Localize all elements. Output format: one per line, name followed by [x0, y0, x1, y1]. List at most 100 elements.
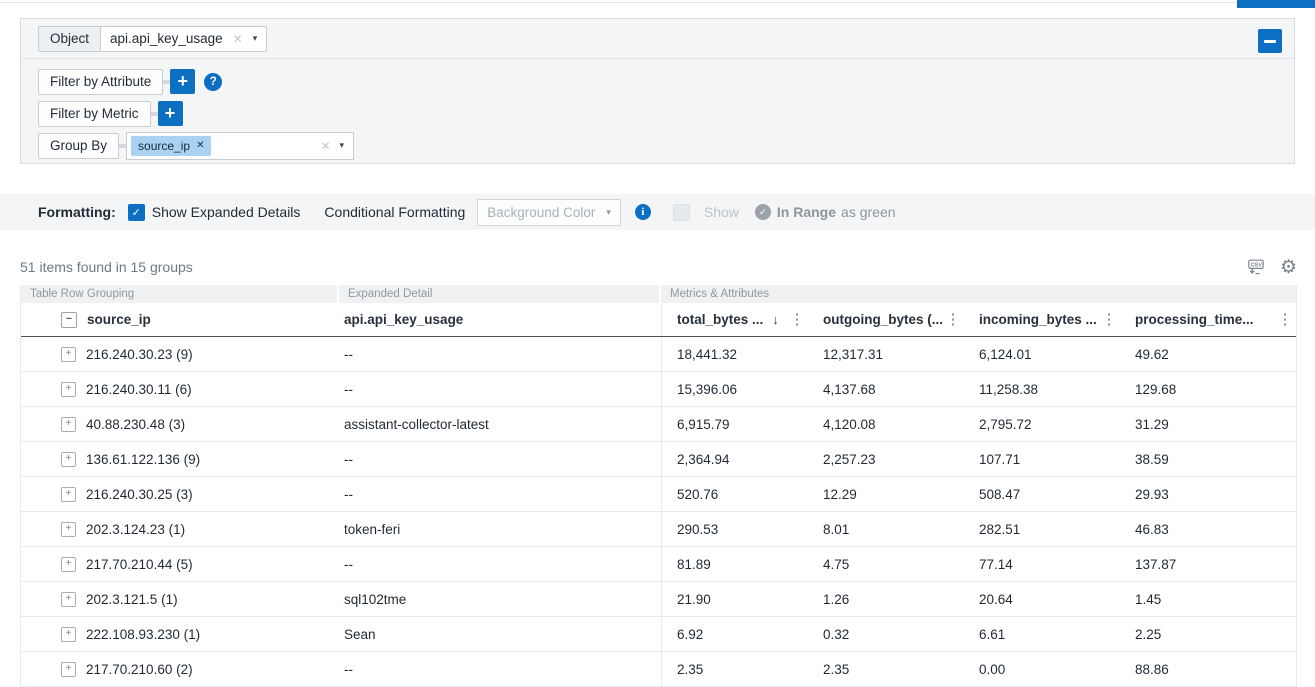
incoming-bytes-value: 2,795.72	[979, 416, 1032, 432]
show-expanded-details-checkbox[interactable]: ✓	[127, 203, 145, 221]
total-bytes-value: 6,915.79	[661, 407, 808, 441]
add-metric-filter-button[interactable]: +	[157, 101, 183, 126]
filter-by-metric-label: Filter by Metric	[38, 100, 151, 127]
table-row: + 216.240.30.11 (6) -- 15,396.06 4,137.6…	[21, 372, 1296, 407]
expand-row-icon[interactable]: +	[61, 591, 76, 607]
expand-row-icon[interactable]: +	[61, 661, 76, 677]
column-menu-icon[interactable]	[1107, 311, 1112, 328]
in-range-label: In Range	[776, 204, 837, 220]
column-header-processing-time[interactable]: processing_time...	[1135, 312, 1254, 327]
total-bytes-value: 6.92	[661, 617, 808, 651]
background-color-select[interactable]: Background Color ▾	[477, 198, 621, 226]
incoming-bytes-value: 508.47	[979, 486, 1021, 502]
expanded-detail-value: --	[344, 451, 353, 467]
expanded-detail-value: sql102tme	[344, 591, 407, 607]
table-row: + 202.3.124.23 (1) token-feri 290.53 8.0…	[21, 512, 1296, 547]
outgoing-bytes-value: 2,257.23	[823, 451, 876, 467]
group-by-tag[interactable]: source_ip ✕	[131, 135, 212, 156]
info-icon[interactable]: i	[634, 204, 651, 220]
top-toolbar-button-fragment[interactable]	[1237, 0, 1315, 8]
expand-row-icon[interactable]: +	[61, 381, 76, 397]
clear-object-icon[interactable]: ✕	[232, 31, 243, 46]
processing-time-value: 137.87	[1135, 556, 1177, 572]
processing-time-value: 46.83	[1135, 521, 1169, 537]
help-icon[interactable]: ?	[204, 72, 223, 91]
column-menu-icon[interactable]	[795, 311, 800, 328]
column-header-api-key-usage[interactable]: api.api_key_usage	[344, 312, 464, 327]
expanded-detail-value: --	[344, 661, 353, 677]
outgoing-bytes-value: 4,137.68	[823, 381, 876, 397]
group-value[interactable]: 40.88.230.48 (3)	[86, 416, 186, 432]
total-bytes-value: 15,396.06	[661, 372, 808, 406]
expand-row-icon[interactable]: +	[61, 486, 76, 502]
column-header-outgoing-bytes[interactable]: outgoing_bytes (...	[823, 312, 943, 327]
remove-tag-icon[interactable]: ✕	[196, 140, 205, 151]
group-value[interactable]: 202.3.121.5 (1)	[86, 591, 178, 607]
incoming-bytes-value: 20.64	[979, 591, 1013, 607]
clear-group-by-icon[interactable]: ✕	[320, 138, 331, 153]
processing-time-value: 129.68	[1135, 381, 1177, 397]
sort-descending-icon[interactable]: ↓	[772, 312, 779, 327]
table-row: + 40.88.230.48 (3) assistant-collector-l…	[21, 407, 1296, 442]
column-menu-icon[interactable]	[1283, 311, 1288, 328]
expand-row-icon[interactable]: +	[61, 451, 76, 467]
group-value[interactable]: 217.70.210.60 (2)	[86, 661, 193, 677]
group-by-select[interactable]: source_ip ✕ ✕ ▾	[126, 131, 355, 160]
show-expanded-details-label[interactable]: Show Expanded Details	[151, 204, 301, 220]
group-value[interactable]: 202.3.124.23 (1)	[86, 521, 186, 537]
section-header-metrics: Metrics & Attributes	[661, 285, 1296, 303]
outgoing-bytes-value: 4,120.08	[823, 416, 876, 432]
minus-icon	[1264, 39, 1276, 43]
background-color-value: Background Color	[487, 204, 596, 220]
object-row: Object api.api_key_usage ✕ ▾	[21, 19, 1294, 59]
table-actions: CSV ⚙	[1246, 257, 1297, 277]
add-attribute-filter-button[interactable]: +	[170, 69, 196, 94]
outgoing-bytes-value: 2.35	[823, 661, 850, 677]
group-by-tag-label: source_ip	[138, 138, 191, 153]
expand-row-icon[interactable]: +	[61, 556, 76, 572]
group-value[interactable]: 216.240.30.11 (6)	[86, 381, 192, 397]
table-row: + 136.61.122.136 (9) -- 2,364.94 2,257.2…	[21, 442, 1296, 477]
total-bytes-value: 2.35	[661, 652, 808, 686]
filters-area: Filter by Attribute + ? Filter by Metric…	[21, 59, 1294, 160]
chevron-down-icon: ▾	[252, 33, 258, 43]
export-csv-button[interactable]: CSV	[1246, 257, 1266, 277]
collapse-panel-button[interactable]	[1258, 29, 1282, 53]
group-value[interactable]: 222.108.93.230 (1)	[86, 626, 201, 642]
processing-time-value: 2.25	[1135, 626, 1162, 642]
object-select[interactable]: api.api_key_usage ✕ ▾	[100, 25, 268, 52]
column-header-total-bytes[interactable]: total_bytes ...	[677, 312, 764, 327]
group-value[interactable]: 216.240.30.25 (3)	[86, 486, 193, 502]
collapse-all-icon[interactable]: −	[61, 311, 77, 328]
connector	[119, 143, 127, 148]
column-header-incoming-bytes[interactable]: incoming_bytes ...	[979, 312, 1097, 327]
expand-row-icon[interactable]: +	[61, 521, 76, 537]
outgoing-bytes-value: 8.01	[823, 521, 850, 537]
processing-time-value: 88.86	[1135, 661, 1169, 677]
expand-row-icon[interactable]: +	[61, 626, 76, 642]
show-in-range-checkbox[interactable]	[672, 203, 690, 221]
filter-by-attribute-row: Filter by Attribute + ?	[38, 68, 1294, 95]
outgoing-bytes-value: 0.32	[823, 626, 850, 642]
column-menu-icon[interactable]	[951, 311, 956, 328]
chevron-down-icon: ▾	[606, 206, 611, 217]
column-header-source-ip[interactable]: source_ip	[87, 312, 151, 327]
table-body: + 216.240.30.23 (9) -- 18,441.32 12,317.…	[21, 337, 1296, 687]
table-row: + 217.70.210.44 (5) -- 81.89 4.75 77.14 …	[21, 547, 1296, 582]
expand-row-icon[interactable]: +	[61, 416, 76, 432]
outgoing-bytes-value: 12.29	[823, 486, 857, 502]
table-settings-button[interactable]: ⚙	[1280, 258, 1297, 277]
total-bytes-value: 290.53	[661, 512, 808, 546]
section-header-grouping: Table Row Grouping	[21, 285, 337, 303]
processing-time-value: 38.59	[1135, 451, 1169, 467]
group-by-label: Group By	[38, 132, 120, 159]
filter-by-attribute-label: Filter by Attribute	[38, 68, 164, 95]
group-value[interactable]: 217.70.210.44 (5)	[86, 556, 193, 572]
group-value[interactable]: 136.61.122.136 (9)	[86, 451, 201, 467]
group-value[interactable]: 216.240.30.23 (9)	[86, 346, 193, 362]
expand-row-icon[interactable]: +	[61, 346, 76, 362]
outgoing-bytes-value: 4.75	[823, 556, 850, 572]
in-range-check-icon: ✓	[754, 204, 771, 220]
chevron-down-icon: ▾	[339, 140, 345, 150]
